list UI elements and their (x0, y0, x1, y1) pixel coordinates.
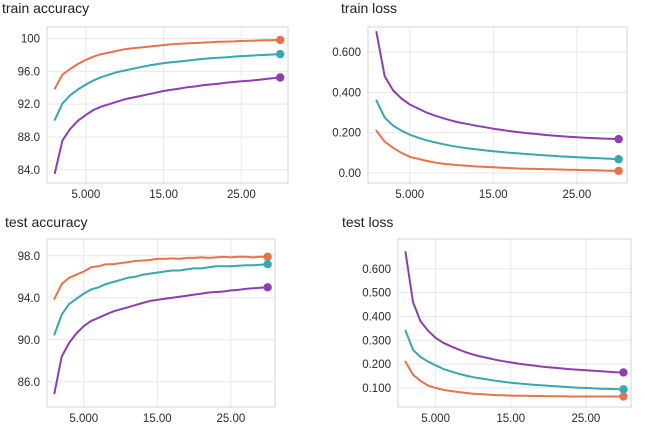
y-tick-label: 0.200 (362, 359, 391, 371)
x-tick-label: 25.00 (227, 189, 256, 201)
x-tick-label: 25.00 (562, 189, 591, 201)
series-end-point-orange (619, 392, 628, 401)
chart-title: train accuracy (2, 0, 90, 16)
y-tick-label: 0.00 (339, 168, 361, 180)
series-line-teal (404, 329, 625, 391)
y-tick-label: 0.400 (362, 311, 391, 323)
series-line-orange (375, 129, 620, 172)
y-tick-label: 94.0 (18, 293, 40, 305)
x-tick-label: 5.000 (69, 413, 98, 425)
x-tick-label: 5.000 (421, 413, 450, 425)
plot-frame (367, 26, 628, 184)
series-end-point-teal (263, 260, 272, 269)
chart-svg: 0.100 0.200 0.300 0.400 0.500 0.600 5.000 15.00… (362, 238, 632, 425)
y-tick-label: 84.0 (18, 165, 40, 177)
chart-title: test loss (342, 214, 394, 230)
series-line-teal (53, 263, 269, 336)
y-tick-label: 0.200 (332, 128, 361, 140)
series-end-point-orange (614, 166, 623, 176)
y-tick-label: 0.600 (362, 264, 391, 276)
x-tick-label: 5.000 (71, 189, 100, 201)
series-line-purple (53, 76, 282, 175)
plot-frame (397, 238, 632, 408)
panel-test-accuracy: test accuracy 86.0 90.0 94.0 98.0 5.000 15.00… (0, 212, 310, 425)
series-end-point-teal (276, 49, 285, 59)
y-tick-label: 92.0 (18, 99, 40, 111)
x-tick-label: 15.00 (149, 189, 178, 201)
series-end-point-orange (263, 252, 272, 262)
x-tick-label: 15.00 (496, 413, 525, 425)
chart-title: train loss (341, 0, 398, 16)
x-tick-label: 15.00 (143, 413, 172, 425)
series-line-orange (404, 360, 625, 398)
y-tick-label: 0.600 (332, 47, 361, 59)
series-end-point-purple (263, 283, 272, 292)
x-tick-label: 5.000 (395, 189, 424, 201)
plot-frame (46, 26, 289, 184)
plot-frame (46, 238, 276, 408)
y-tick-label: 86.0 (18, 377, 40, 389)
y-tick-label: 0.500 (362, 288, 391, 300)
y-tick-label: 96.0 (18, 66, 40, 78)
series-end-point-teal (619, 385, 628, 394)
y-tick-label: 88.0 (18, 132, 40, 144)
chart-title: test accuracy (5, 214, 88, 230)
panel-train-loss: train loss 0.00 0.200 0.400 0.600 5.000 15.00… (325, 0, 645, 205)
y-tick-label: 0.400 (332, 87, 361, 99)
chart-svg: 84.0 88.0 92.0 96.0 100 5.000 15.00 25.00 (18, 26, 289, 201)
series-end-point-purple (619, 368, 628, 377)
series-line-orange (53, 39, 282, 90)
y-tick-label: 90.0 (18, 335, 40, 347)
series-end-point-purple (276, 73, 285, 82)
series-line-teal (375, 99, 620, 161)
series-line-teal (53, 53, 282, 121)
series-line-purple (375, 31, 620, 141)
series-line-purple (404, 251, 625, 374)
chart-svg: 0.00 0.200 0.400 0.600 5.000 15.00 25.00 (332, 26, 628, 201)
y-tick-label: 98.0 (18, 251, 40, 263)
chart-svg: 86.0 90.0 94.0 98.0 5.000 15.00 25.00 (18, 238, 276, 425)
y-tick-label: 100 (21, 33, 40, 45)
panel-test-loss: test loss 0.100 0.200 0.300 0.400 0.500 0.600… (325, 212, 645, 425)
series-end-point-teal (614, 155, 623, 164)
series-end-point-purple (614, 134, 623, 144)
series-end-point-orange (276, 35, 285, 45)
y-tick-label: 0.100 (362, 383, 391, 395)
y-tick-label: 0.300 (362, 335, 391, 347)
x-tick-label: 25.00 (572, 413, 601, 425)
panel-train-accuracy: train accuracy 84.0 88.0 92.0 96.0 100 5.000 1… (0, 0, 310, 205)
x-tick-label: 15.00 (479, 189, 508, 201)
x-tick-label: 25.00 (216, 413, 245, 425)
series-line-orange (53, 255, 269, 300)
series-line-purple (53, 286, 269, 395)
